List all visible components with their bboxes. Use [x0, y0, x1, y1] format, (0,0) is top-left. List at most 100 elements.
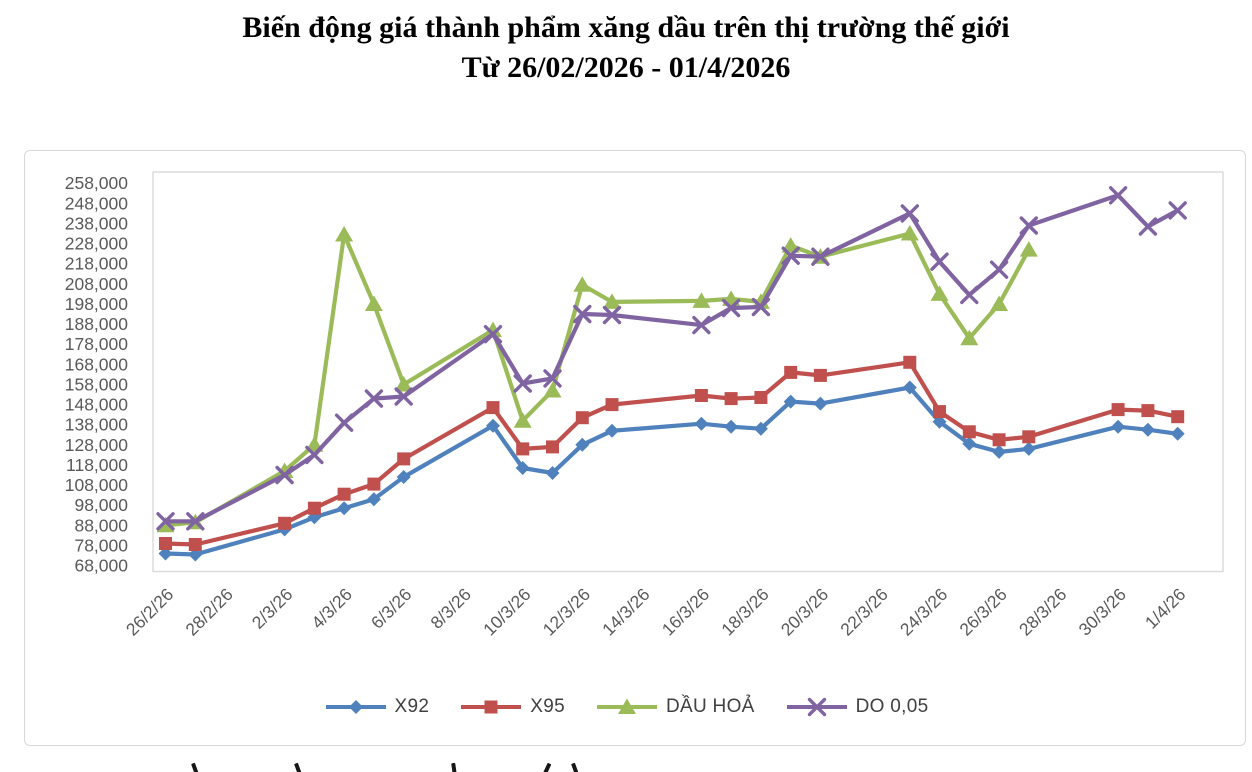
series-x92 — [158, 380, 1185, 562]
data-point-marker — [1021, 441, 1036, 456]
data-point-marker — [1140, 422, 1155, 437]
data-point-marker — [1138, 217, 1158, 236]
data-point-marker — [783, 394, 798, 409]
data-point-marker — [394, 376, 413, 392]
legend-swatch — [325, 700, 386, 714]
y-axis-tick-label: 78,000 — [74, 535, 128, 555]
legend-label: DO 0,05 — [855, 696, 929, 717]
data-point-marker — [992, 433, 1006, 447]
data-point-marker — [990, 295, 1009, 311]
data-point-marker — [602, 305, 622, 325]
y-axis-tick-label: 168,000 — [65, 354, 129, 374]
legend-label: X92 — [394, 696, 430, 717]
y-axis-tick-label: 118,000 — [66, 455, 128, 475]
data-point-marker — [575, 411, 589, 425]
data-point-marker — [573, 304, 592, 324]
y-axis-tick-label: 198,000 — [65, 294, 129, 314]
data-point-marker — [962, 436, 977, 451]
data-point-marker — [930, 285, 949, 301]
data-point-marker — [900, 204, 919, 223]
y-axis-tick-label: 98,000 — [74, 495, 128, 515]
data-point-marker — [575, 437, 590, 452]
data-point-marker — [188, 538, 202, 551]
x-axis-tick-label: 26/3/26 — [955, 584, 1010, 639]
legend-swatch — [596, 698, 657, 714]
data-point-marker — [1170, 426, 1185, 441]
legend-item-x92: X92 — [324, 696, 430, 718]
data-point-marker — [617, 698, 636, 714]
data-point-marker — [603, 293, 621, 309]
data-point-marker — [930, 252, 949, 271]
x-axis-tick-label: 4/3/26 — [307, 584, 356, 633]
data-point-marker — [724, 419, 739, 434]
y-axis-tick-label: 68,000 — [74, 556, 128, 576]
y-axis-tick-label: 128,000 — [65, 435, 129, 455]
y-axis-tick-label: 248,000 — [65, 193, 129, 213]
data-point-marker — [397, 452, 411, 466]
data-point-marker — [543, 382, 562, 398]
data-point-marker — [811, 247, 830, 266]
x-axis-tick-label: 20/3/26 — [777, 584, 832, 639]
data-point-marker — [486, 418, 500, 433]
data-point-marker — [394, 387, 413, 406]
data-point-marker — [156, 516, 175, 533]
legend-item-x95: X95 — [459, 696, 565, 718]
data-point-marker — [1111, 403, 1125, 417]
x-axis-tick-label: 8/3/26 — [426, 584, 475, 633]
data-point-marker — [366, 492, 381, 507]
data-point-marker — [305, 445, 324, 465]
data-point-marker — [605, 423, 619, 438]
data-point-marker — [543, 369, 562, 388]
data-point-marker — [1171, 410, 1185, 424]
legend-label: DẦU HOẢ — [665, 696, 755, 717]
data-point-marker — [348, 700, 363, 714]
data-point-marker — [751, 297, 771, 317]
y-axis-tick-label: 88,000 — [74, 515, 128, 535]
data-point-marker — [573, 276, 592, 292]
data-point-marker — [694, 389, 708, 402]
data-point-marker — [903, 355, 917, 369]
y-axis-tick-label: 158,000 — [65, 374, 129, 394]
x-axis-tick-label: 24/3/26 — [896, 584, 951, 639]
data-point-marker — [813, 396, 828, 411]
x-axis-tick-label: 22/3/26 — [836, 584, 891, 639]
data-point-marker — [960, 329, 979, 346]
data-point-marker — [513, 412, 532, 428]
series-x95 — [159, 355, 1185, 551]
data-point-marker — [484, 700, 498, 714]
series-line — [163, 231, 1031, 528]
data-point-marker — [1141, 404, 1155, 418]
data-point-marker — [813, 368, 827, 382]
x-axis-tick-label: 14/3/26 — [598, 584, 653, 639]
data-point-marker — [1111, 419, 1126, 434]
data-point-marker — [781, 237, 800, 253]
x-axis-tick-label: 10/3/26 — [479, 584, 534, 639]
data-point-marker — [159, 537, 172, 550]
data-point-marker — [724, 392, 738, 406]
x-axis-tick-label: 18/3/26 — [717, 584, 772, 639]
x-axis-tick-label: 2/3/26 — [248, 584, 297, 633]
data-point-marker — [902, 380, 917, 395]
data-point-marker — [364, 389, 384, 408]
x-axis-tick-label: 12/3/26 — [539, 584, 594, 639]
legend-swatch — [461, 700, 522, 714]
y-axis-tick-label: 208,000 — [65, 274, 129, 294]
data-point-marker — [515, 461, 530, 475]
data-point-marker — [784, 365, 798, 379]
x-axis-tick-label: 6/3/26 — [367, 584, 416, 633]
data-point-marker — [694, 416, 709, 431]
data-point-marker — [992, 444, 1007, 459]
chart-legend: X92 X95 DẦU HOẢ DO 0,05 — [0, 696, 1252, 718]
legend-label: X95 — [530, 696, 565, 717]
data-point-marker — [278, 516, 292, 530]
data-point-marker — [483, 325, 503, 344]
x-axis-tick-label: 16/3/26 — [658, 584, 713, 639]
y-axis-tick-label: 258,000 — [65, 173, 129, 193]
y-axis-tick-label: 148,000 — [65, 395, 129, 415]
data-point-marker — [1168, 201, 1187, 220]
data-point-marker — [692, 292, 711, 308]
data-point-marker — [545, 466, 560, 480]
data-point-marker — [781, 246, 800, 265]
data-point-marker — [932, 414, 947, 429]
chart-title: Biến động giá thành phẩm xăng dầu trên t… — [242, 11, 1010, 44]
